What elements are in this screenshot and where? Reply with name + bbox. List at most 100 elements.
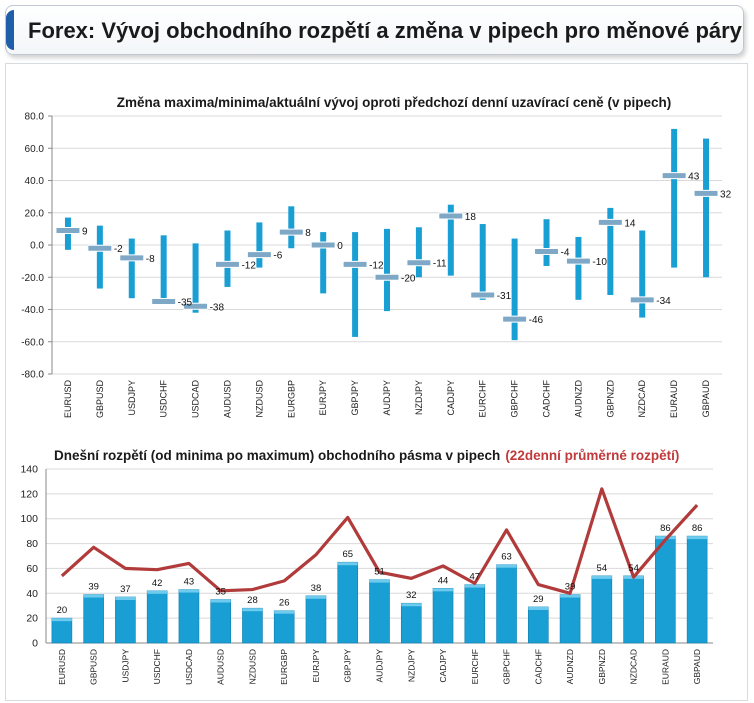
current-label: -20	[401, 273, 416, 284]
spread-bar	[178, 589, 200, 644]
current-label: -11	[433, 259, 447, 270]
x-tick-label: EURCHF	[470, 649, 480, 684]
range-bar	[703, 138, 710, 278]
x-tick-label: NZDJPY	[406, 649, 416, 682]
y-tick-label: -20.0	[21, 273, 44, 284]
current-label: 18	[465, 212, 477, 223]
current-marker	[438, 212, 464, 220]
spread-bar	[146, 590, 168, 644]
x-tick-label: NZDCAD	[629, 649, 639, 684]
spread-bar-highlight	[147, 590, 168, 594]
x-tick-label: GBPJPY	[343, 649, 353, 683]
current-marker	[565, 257, 591, 265]
current-marker	[597, 218, 623, 226]
y-tick-label: 20	[26, 613, 38, 625]
spread-chart-title-highlight: (22denní průměrné rozpětí)	[505, 448, 679, 463]
bar-value-label: 42	[152, 578, 163, 589]
y-tick-label: 40	[26, 588, 38, 600]
y-tick-label: 0.0	[30, 241, 44, 252]
spread-bar-highlight	[528, 606, 549, 610]
x-tick-label: EURJPY	[318, 380, 328, 416]
spread-bar-highlight	[274, 610, 295, 614]
current-label: -12	[369, 260, 384, 271]
bar-value-label: 63	[501, 552, 512, 563]
y-tick-label: 80.0	[25, 112, 45, 123]
x-tick-label: EURCHF	[478, 379, 488, 417]
x-tick-label: EURJPY	[311, 649, 321, 683]
spread-bar-highlight	[591, 575, 612, 579]
bar-value-label: 39	[565, 582, 576, 593]
range-bar	[447, 204, 454, 276]
bar-value-label: 44	[438, 575, 449, 586]
x-tick-label: GBPCHF	[510, 380, 520, 418]
x-tick-label: GBPAUD	[701, 380, 711, 418]
y-tick-label: 0	[32, 638, 38, 650]
x-tick-label: EURUSD	[57, 649, 67, 685]
spread-bar	[559, 594, 581, 644]
y-tick-label: 140	[20, 464, 38, 476]
spread-bar	[242, 607, 263, 644]
current-marker	[310, 241, 336, 249]
range-bar	[128, 238, 135, 299]
range-bar	[543, 219, 550, 266]
x-tick-label: USDCHF	[159, 379, 169, 417]
spread-bar-highlight	[51, 618, 72, 622]
x-tick-label: NZDUSD	[254, 380, 264, 418]
current-marker	[119, 254, 145, 262]
y-tick-label: 80	[26, 538, 38, 550]
x-tick-label: NZDJPY	[414, 380, 424, 415]
spread-bar	[369, 579, 390, 644]
x-tick-label: USDCAD	[184, 649, 194, 685]
spread-bar	[432, 588, 454, 644]
bar-value-label: 86	[692, 523, 703, 534]
current-label: -46	[529, 315, 544, 326]
current-label: 14	[624, 218, 636, 229]
current-marker	[55, 226, 81, 234]
bar-value-label: 54	[597, 563, 608, 574]
range-bar	[511, 238, 518, 341]
y-tick-label: 60.0	[25, 144, 45, 155]
range-bar	[384, 228, 390, 312]
x-tick-label: EURUSD	[63, 380, 73, 419]
current-label: -34	[656, 296, 671, 307]
range-chart: Změna maxima/minima/aktuální vývoj oprot…	[21, 95, 732, 419]
spread-chart-title: Dnešní rozpětí (od minima po maximum) ob…	[54, 448, 679, 463]
x-tick-label: GBPUSD	[89, 649, 99, 685]
x-tick-label: CADJPY	[446, 380, 456, 416]
current-marker	[278, 228, 304, 236]
y-tick-label: 120	[20, 488, 38, 500]
x-tick-label: USDCHF	[152, 649, 162, 684]
spread-bar	[496, 564, 517, 644]
current-marker	[183, 302, 209, 310]
spread-bar	[115, 596, 136, 644]
current-label: -2	[114, 244, 123, 255]
current-label: 0	[337, 241, 343, 252]
current-marker	[502, 315, 528, 323]
range-chart-title: Změna maxima/minima/aktuální vývoj oprot…	[117, 95, 671, 110]
spread-bar-highlight	[210, 599, 231, 603]
page-header: Forex: Vývoj obchodního rozpětí a změna …	[5, 5, 744, 55]
bar-value-label: 65	[342, 549, 353, 560]
spread-bar-highlight	[115, 597, 136, 601]
spread-bar	[686, 535, 708, 644]
range-bar	[479, 224, 486, 300]
spread-bar	[623, 575, 644, 644]
current-marker	[151, 297, 177, 305]
range-bar	[639, 230, 646, 318]
range-bar	[575, 236, 582, 300]
range-bar	[192, 243, 199, 313]
spread-bar-highlight	[337, 562, 358, 566]
current-marker	[661, 172, 687, 180]
spread-bar	[83, 594, 104, 644]
bar-value-label: 47	[469, 572, 480, 583]
current-label: 32	[720, 189, 732, 200]
current-label: 9	[82, 226, 88, 237]
spread-bar	[51, 617, 73, 644]
spread-bar	[337, 561, 359, 644]
spread-bar	[305, 595, 327, 644]
spread-bar-highlight	[242, 608, 263, 612]
current-label: -31	[497, 291, 512, 302]
bar-value-label: 51	[374, 567, 385, 578]
current-marker	[374, 273, 400, 281]
range-bar	[607, 207, 614, 295]
